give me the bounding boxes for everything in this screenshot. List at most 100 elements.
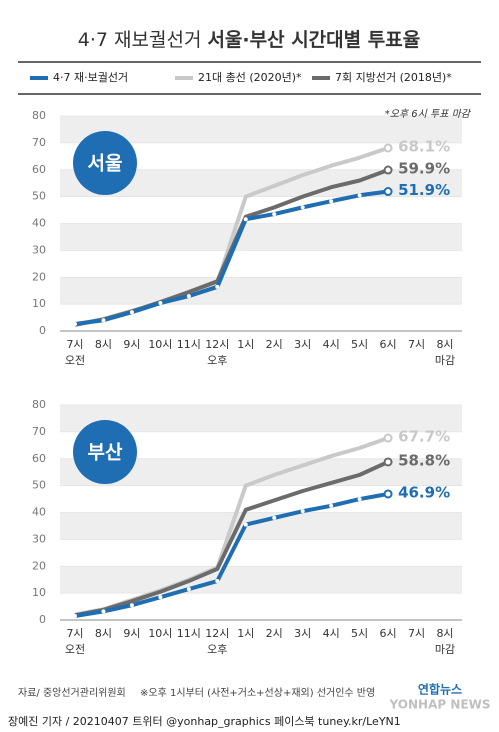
legend-label: 7회 지방선거 (2018년)*: [335, 71, 452, 84]
grid-band: [60, 566, 462, 594]
x-tick-label: 7시: [408, 338, 425, 351]
x-tick-label: 8시: [95, 627, 112, 640]
series-line: [74, 189, 389, 326]
point: [186, 294, 191, 299]
x-tick-label: 9시: [123, 627, 140, 640]
x-tick-label: 6시: [380, 338, 397, 351]
point: [158, 301, 163, 306]
legend: 4·7 재·보궐선거 21대 총선 (2020년)* 7회 지방선거 (2018년)…: [30, 70, 452, 84]
end-point: [383, 143, 393, 153]
y-tick-label: 50: [32, 479, 46, 492]
x-tick-label: 8시: [436, 338, 453, 351]
y-tick-label: 10: [32, 586, 46, 599]
x-tick-label: 2시: [266, 338, 283, 351]
end-point: [383, 433, 393, 443]
value-label: 67.7%: [398, 428, 450, 446]
logo: 연합뉴스: [418, 682, 462, 697]
y-tick-label: 80: [32, 109, 46, 122]
note: *오후 6시 투표 마감: [385, 108, 472, 120]
source: 자료/ 중앙선거관리위원회: [18, 686, 126, 699]
x-tick-label: 7시: [66, 338, 83, 351]
point: [243, 217, 248, 222]
y-tick-label: 30: [32, 243, 46, 256]
y-tick-label: 60: [32, 163, 46, 176]
y-tick-label: 50: [32, 190, 46, 203]
x-tick-label: 12시: [205, 338, 229, 351]
point: [357, 193, 362, 198]
x-tick-label: 12시: [205, 627, 229, 640]
point: [300, 509, 305, 514]
panel-badge: [73, 131, 137, 195]
y-tick-label: 0: [39, 324, 46, 337]
y-tick-label: 0: [39, 613, 46, 626]
x-tick-label: 1시: [237, 627, 254, 640]
value-label: 46.9%: [398, 483, 450, 501]
end-point: [383, 457, 393, 467]
y-tick-label: 70: [32, 425, 46, 438]
value-label: 58.8%: [398, 451, 450, 469]
x-tick-label: 5시: [351, 627, 368, 640]
grid-band: [60, 223, 462, 251]
point: [73, 322, 77, 327]
x-tick-label: 10시: [148, 627, 172, 640]
point: [329, 199, 334, 204]
x-tick-label: 8시: [436, 627, 453, 640]
end-point: [383, 489, 393, 499]
x-sublabel: 오전: [65, 354, 85, 367]
point: [215, 579, 220, 584]
point: [272, 212, 277, 217]
watermark: YONHAP NEWS: [389, 698, 491, 712]
series-line: [74, 491, 389, 618]
point: [243, 522, 248, 527]
title-plain: 4·7 재보궐선거: [78, 29, 202, 51]
panel-label: 서울: [88, 153, 123, 175]
title: 4·7 재보궐선거 서울·부산 시간대별 투표율: [78, 29, 420, 51]
y-tick-label: 20: [32, 270, 46, 283]
x-tick-label: 3시: [294, 627, 311, 640]
point: [129, 603, 134, 608]
y-tick-label: 30: [32, 532, 46, 545]
y-tick-label: 10: [32, 297, 46, 310]
x-tick-label: 9시: [123, 338, 140, 351]
x-sublabel: 마감: [435, 354, 455, 367]
credit: 장예진 기자 / 20210407 트위터 @yonhap_graphics 페…: [8, 715, 401, 728]
x-tick-label: 7시: [408, 627, 425, 640]
point: [186, 587, 191, 592]
x-tick-label: 11시: [177, 338, 201, 351]
y-tick-label: 60: [32, 452, 46, 465]
panel-label: 부산: [88, 442, 123, 464]
x-tick-label: 6시: [380, 627, 397, 640]
point: [300, 205, 305, 210]
point: [129, 310, 134, 315]
legend-label: 21대 총선 (2020년)*: [198, 71, 302, 84]
point: [357, 497, 362, 502]
title-bold: 서울·부산 시간대별 투표율: [207, 29, 420, 51]
series-line: [74, 460, 389, 618]
x-tick-label: 10시: [148, 338, 172, 351]
y-tick-label: 70: [32, 136, 46, 149]
value-label: 59.9%: [398, 160, 450, 178]
x-tick-label: 4시: [323, 627, 340, 640]
x-sublabel: 오전: [65, 643, 85, 656]
grid-band: [60, 405, 462, 432]
grid-band: [60, 277, 462, 305]
point: [101, 318, 106, 323]
point: [73, 613, 77, 618]
x-tick-label: 1시: [237, 338, 254, 351]
point: [101, 609, 106, 614]
value-label: 68.1%: [398, 137, 450, 155]
panel-badge: [73, 420, 137, 484]
x-sublabel: 오후: [207, 643, 227, 656]
x-sublabel: 마감: [435, 643, 455, 656]
point: [215, 284, 220, 289]
x-tick-label: 5시: [351, 338, 368, 351]
x-tick-label: 2시: [266, 627, 283, 640]
y-tick-label: 80: [32, 398, 46, 411]
legend-label: 4·7 재·보궐선거: [53, 70, 128, 84]
value-label: 51.9%: [398, 181, 450, 199]
y-tick-label: 20: [32, 559, 46, 572]
point: [158, 595, 163, 600]
x-tick-label: 4시: [323, 338, 340, 351]
x-tick-label: 8시: [95, 338, 112, 351]
